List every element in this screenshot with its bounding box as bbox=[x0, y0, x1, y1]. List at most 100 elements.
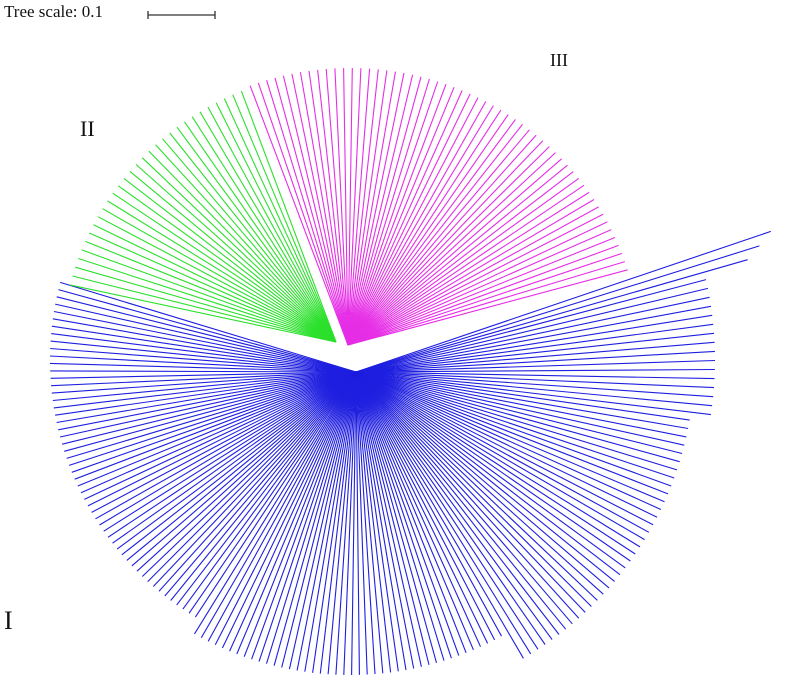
branch-clade-i bbox=[355, 332, 715, 373]
branch-clade-i bbox=[355, 371, 669, 495]
branch-clade-iii bbox=[347, 97, 479, 346]
branch-clade-iii bbox=[266, 80, 349, 346]
branch-clade-i bbox=[355, 371, 573, 625]
branch-clade-i bbox=[170, 371, 357, 601]
branch-clade-i bbox=[207, 371, 357, 642]
branch-clade-i bbox=[355, 371, 376, 675]
branch-clade-i bbox=[355, 371, 524, 659]
branch-clade-i bbox=[355, 371, 675, 479]
branch-clade-i bbox=[221, 371, 357, 649]
branch-clade-i bbox=[121, 371, 357, 556]
branch-clade-i bbox=[77, 371, 357, 487]
branch-clade-i bbox=[58, 371, 357, 431]
scale-bar bbox=[147, 11, 216, 19]
branch-clade-iii bbox=[347, 101, 487, 346]
branch-clade-i bbox=[355, 359, 716, 373]
branch-clade-iii bbox=[334, 68, 349, 346]
branch-clade-ii bbox=[155, 144, 337, 343]
branch-clade-i bbox=[126, 371, 357, 561]
branch-clade-iii bbox=[347, 90, 463, 346]
clade-label-iii: III bbox=[550, 50, 568, 70]
branch-clade-i bbox=[243, 371, 357, 657]
branch-clade-i bbox=[50, 347, 357, 373]
branch-clade-ii bbox=[191, 116, 337, 343]
branch-clade-i bbox=[355, 371, 685, 446]
branch-clade-i bbox=[51, 371, 357, 387]
branch-clade-iii bbox=[274, 77, 349, 346]
branch-clade-i bbox=[87, 371, 357, 507]
branch-clade-i bbox=[355, 305, 712, 373]
branch-clade-i bbox=[355, 371, 645, 541]
branch-clade-i bbox=[355, 371, 445, 661]
branch-clade-iii bbox=[249, 85, 349, 346]
branch-clade-ii bbox=[81, 249, 337, 343]
branch-clade-iii bbox=[347, 146, 550, 346]
branch-clade-i bbox=[229, 371, 357, 652]
branch-clade-i bbox=[355, 371, 658, 518]
branch-clade-ii bbox=[207, 106, 337, 343]
branch-clade-iii bbox=[347, 171, 574, 346]
branch-clade-i bbox=[200, 371, 357, 638]
branch-clade-i bbox=[112, 371, 357, 544]
branch-clade-i bbox=[296, 371, 357, 671]
branch-clade-i bbox=[51, 371, 357, 394]
branch-clade-i bbox=[288, 371, 357, 670]
branch-clade-i bbox=[319, 371, 357, 674]
branch-clade-ii bbox=[85, 240, 337, 343]
branch-clade-i bbox=[55, 303, 357, 373]
branch-clade-i bbox=[194, 371, 357, 618]
branch-clade-i bbox=[355, 371, 641, 548]
branch-clade-i bbox=[355, 245, 760, 373]
branch-clade-i bbox=[355, 371, 604, 595]
branch-clade-i bbox=[84, 371, 357, 500]
branch-clade-i bbox=[355, 371, 567, 630]
branch-clade-i bbox=[53, 310, 357, 373]
branch-clade-i bbox=[355, 371, 532, 655]
branch-clade-i bbox=[152, 371, 357, 587]
branch-clade-iii bbox=[347, 134, 537, 346]
branch-clade-i bbox=[355, 371, 598, 601]
branch-clade-i bbox=[355, 371, 636, 555]
branch-clade-iii bbox=[347, 76, 422, 346]
branch-clade-i bbox=[355, 371, 621, 576]
branch-clade-i bbox=[355, 371, 654, 526]
branch-clade-iii bbox=[347, 191, 590, 346]
branch-clade-i bbox=[355, 371, 360, 675]
branch-clade-i bbox=[131, 371, 357, 567]
branch-clade-i bbox=[355, 371, 650, 533]
branch-clade-i bbox=[50, 371, 357, 379]
branch-clade-i bbox=[355, 371, 592, 607]
branch-clade-iii bbox=[257, 82, 349, 346]
branch-clade-i bbox=[355, 371, 586, 613]
branch-clade-i bbox=[355, 371, 430, 666]
branch-clade-ii bbox=[141, 157, 337, 343]
branch-clade-iii bbox=[347, 261, 626, 346]
branch-clade-i bbox=[56, 296, 357, 373]
branch-clade-i bbox=[355, 323, 714, 373]
branch-clade-i bbox=[164, 371, 357, 597]
branch-clade-iii bbox=[347, 67, 353, 346]
branch-clade-ii bbox=[169, 132, 337, 343]
branch-clade-i bbox=[355, 371, 502, 637]
branch-clade-ii bbox=[162, 138, 337, 343]
branch-clade-i bbox=[281, 371, 357, 668]
branch-clade-i bbox=[49, 355, 357, 373]
branch-clade-ii bbox=[117, 185, 337, 343]
branch-clade-iii bbox=[299, 72, 349, 346]
branch-clade-iii bbox=[308, 70, 349, 346]
branch-clade-i bbox=[355, 259, 748, 373]
branch-clade-iii bbox=[347, 68, 362, 346]
branch-clade-iii bbox=[347, 269, 628, 346]
branch-clade-i bbox=[355, 371, 610, 589]
branch-clade-i bbox=[355, 371, 580, 619]
branch-clade-i bbox=[355, 371, 415, 669]
branch-clade-iii bbox=[347, 199, 595, 346]
branch-clade-iii bbox=[347, 184, 585, 346]
branch-clade-i bbox=[355, 371, 715, 380]
branch-clade-i bbox=[351, 371, 357, 676]
branch-clade-i bbox=[355, 371, 687, 438]
branch-clade-iii bbox=[347, 74, 414, 346]
branch-clade-ii bbox=[89, 232, 337, 343]
branch-clade-i bbox=[355, 314, 713, 373]
